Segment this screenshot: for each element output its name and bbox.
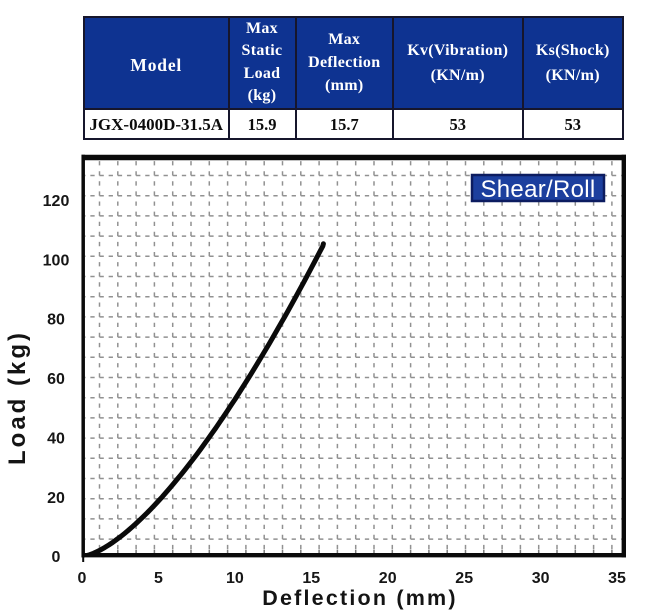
svg-text:40: 40	[47, 430, 65, 447]
svg-text:120: 120	[43, 193, 70, 210]
svg-text:15: 15	[302, 570, 320, 587]
svg-text:10: 10	[226, 570, 244, 587]
svg-text:5: 5	[154, 570, 163, 587]
svg-text:Shear/Roll: Shear/Roll	[480, 176, 595, 203]
svg-text:20: 20	[379, 570, 397, 587]
svg-text:0: 0	[78, 570, 87, 587]
svg-text:100: 100	[43, 252, 70, 269]
svg-text:20: 20	[47, 490, 65, 507]
svg-text:30: 30	[532, 570, 550, 587]
svg-text:60: 60	[47, 371, 65, 388]
svg-text:Load (kg): Load (kg)	[4, 330, 31, 465]
svg-text:80: 80	[47, 312, 65, 329]
svg-text:35: 35	[608, 570, 626, 587]
svg-text:25: 25	[455, 570, 473, 587]
svg-text:0: 0	[52, 549, 61, 566]
svg-text:Deflection (mm): Deflection (mm)	[262, 586, 457, 610]
